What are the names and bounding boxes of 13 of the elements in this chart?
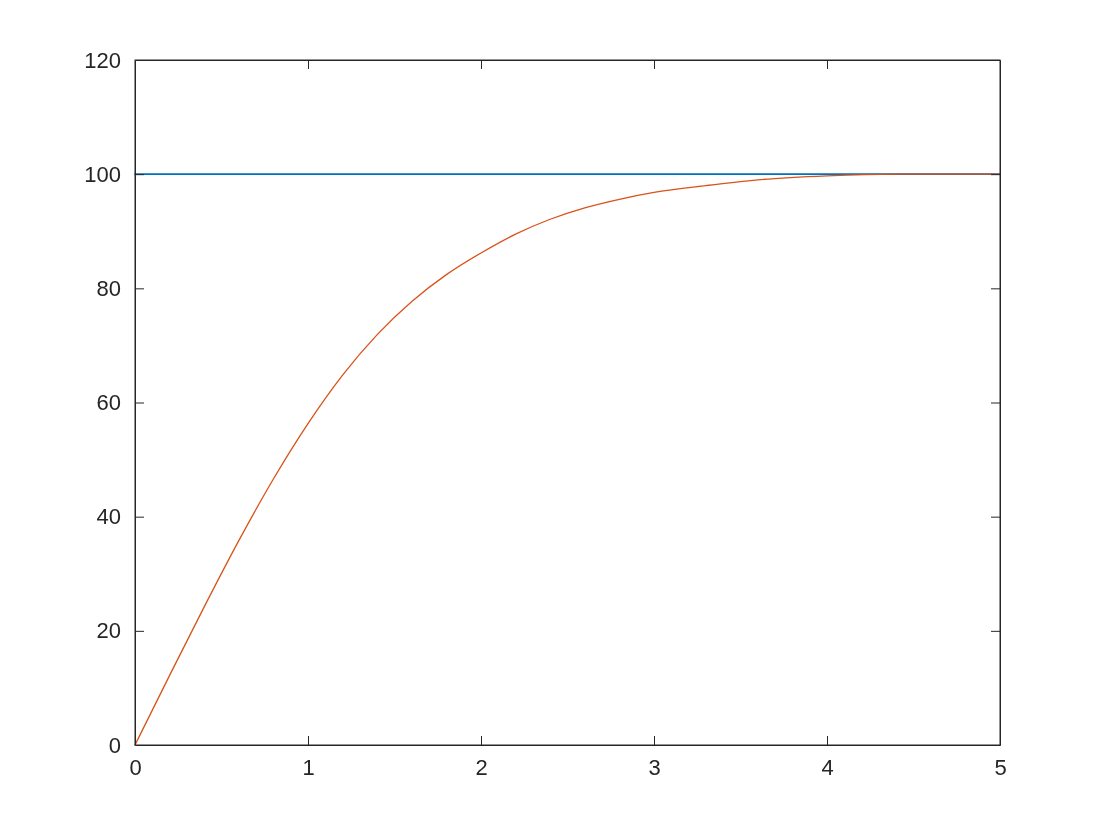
x-tick-label: 2 [475,754,488,780]
y-tick-label: 100 [84,161,121,187]
x-tick-label: 5 [994,754,1007,780]
y-tick-label: 120 [84,47,121,73]
x-tick-label: 1 [302,754,315,780]
y-tick-label: 80 [96,275,121,301]
y-tick-label: 40 [96,504,121,530]
x-tick-label: 0 [129,754,142,780]
y-tick-label: 0 [108,732,121,758]
x-tick-label: 3 [648,754,661,780]
y-tick-label: 60 [96,390,121,416]
y-tick-label: 20 [96,618,121,644]
x-tick-label: 4 [821,754,834,780]
